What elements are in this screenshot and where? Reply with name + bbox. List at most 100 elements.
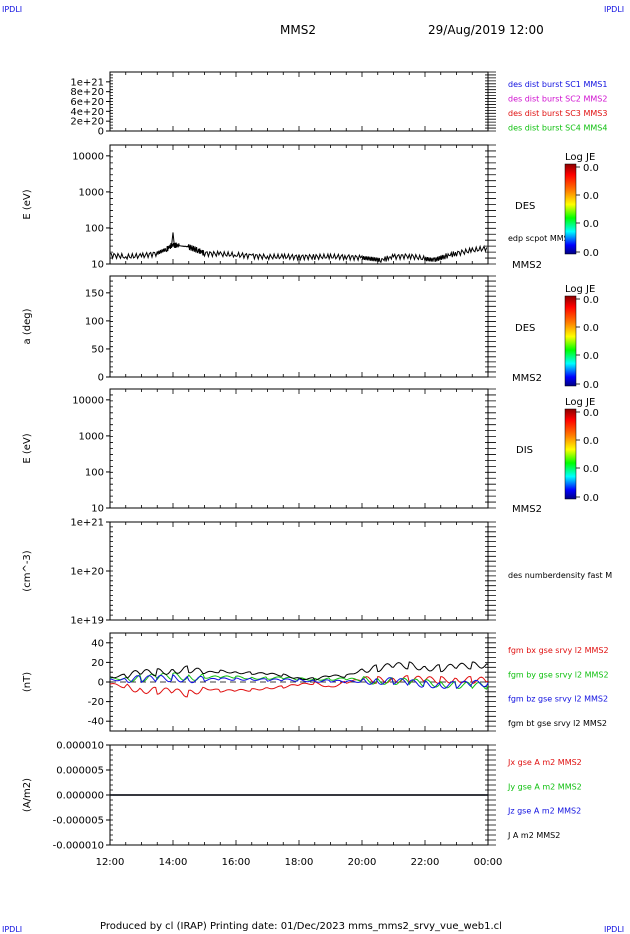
fgm-series-line [109,661,489,681]
y-tick-label: 0 [98,373,104,384]
fgm-series-line [109,673,489,690]
x-tick-label: 16:00 [222,857,251,868]
y-tick-label: 0.000000 [56,791,104,802]
x-tick-label: 14:00 [159,857,188,868]
spacecraft-label: MMS2 [512,373,542,384]
header-datetime: 29/Aug/2019 12:00 [428,23,544,37]
colorbar-label: Log JE [565,397,595,408]
y-tick-label: 0.000010 [56,741,104,752]
footer-text: Produced by cl (IRAP) Printing date: 01/… [100,921,502,932]
colorbar-0 [564,163,577,255]
y-tick-label: 1e+21 [70,518,104,529]
legend-entry: Jy gse A m2 MMS2 [507,782,582,791]
legend-entry: Jx gse A m2 MMS2 [507,758,582,767]
corner-label-top-right: IPDLI [604,5,624,14]
scpot-series-line [109,242,488,263]
y-tick-label: -0.000010 [53,841,104,852]
y-tick-label: 10000 [72,395,104,406]
y-tick-label: 40 [91,638,104,649]
colorbar-label: Log JE [565,152,595,163]
panel-ticks-1 [109,144,496,265]
corner-label-bottom-left: IPDLI [2,925,22,934]
scpot-label: edp scpot MMS2 [508,234,574,243]
y-tick-label: -0.000005 [53,816,104,827]
colorbar-value: 0.0 [583,408,599,419]
y-tick-label: 1000 [79,187,104,198]
panel-ticks-3 [109,388,496,509]
y-tick-label: 4e+20 [70,107,104,118]
colorbar-1 [564,295,577,387]
panel-ticks-6 [109,744,496,846]
legend-entry: fgm by gse srvy l2 MMS2 [508,670,609,679]
colorbar-value: 0.0 [583,436,599,447]
y-tick-label: 150 [85,288,104,299]
y-tick-label: 1e+21 [70,77,104,88]
corner-label-bottom-right: IPDLI [604,925,624,934]
colorbar-value: 0.0 [583,163,599,174]
panel-ticks-5 [109,632,496,732]
panel-label-des: DES [515,201,535,212]
y-tick-label: -40 [88,717,104,728]
y-tick-label: 100 [85,223,104,234]
colorbar-value: 0.0 [583,248,599,259]
y-tick-label: 2e+20 [70,117,104,128]
panel-frame-2 [109,275,489,378]
legend-entry: des dist burst SC2 MMS2 [508,95,607,104]
y-tick-label: 100 [85,316,104,327]
y-axis-label-1: E (eV) [22,189,33,219]
x-tick-label: 00:00 [474,857,503,868]
y-tick-label: 100 [85,467,104,478]
y-tick-label: 10 [91,260,104,271]
corner-label-top-left: IPDLI [2,5,22,14]
y-tick-label: 0 [98,127,104,138]
colorbar-value: 0.0 [583,351,599,362]
legend-entry: fgm bt gse srvy l2 MMS2 [508,719,607,728]
legend-entry: fgm bz gse srvy l2 MMS2 [508,695,608,704]
legend-entry: Jz gse A m2 MMS2 [507,807,581,816]
legend-entry: fgm bx gse srvy l2 MMS2 [508,646,609,655]
y-tick-label: 20 [91,658,104,669]
panel-frame-3 [109,388,489,509]
colorbar-value: 0.0 [583,219,599,230]
header-spacecraft: MMS2 [280,23,316,37]
spacecraft-label: MMS2 [512,504,542,515]
y-tick-label: 1000 [79,431,104,442]
panel-frame-0 [109,71,489,132]
x-tick-label: 20:00 [348,857,377,868]
y-tick-label: 50 [91,344,104,355]
legend-entry: des dist burst SC3 MMS3 [508,109,607,118]
y-axis-label-5: (nT) [22,672,33,692]
y-tick-label: 10000 [72,151,104,162]
colorbar-value: 0.0 [583,464,599,475]
panel-ticks-4 [109,521,496,621]
y-axis-label-6: (A/m2) [22,778,33,812]
x-tick-label: 12:00 [96,857,125,868]
legend-entry: des dist burst SC1 MMS1 [508,80,607,89]
panel-label-des: DES [515,323,535,334]
panel-label-dis: DIS [516,445,533,456]
colorbar-2 [564,408,577,500]
y-tick-label: 1e+19 [70,616,104,627]
y-tick-label: 6e+20 [70,97,104,108]
panel-ticks-0 [109,71,496,132]
y-tick-label: -20 [88,697,104,708]
legend-entry: des dist burst SC4 MMS4 [508,124,607,133]
legend-entry: J A m2 MMS2 [507,831,560,840]
panel-frame-4 [109,521,489,621]
y-axis-label-3: E (eV) [22,433,33,463]
colorbar-value: 0.0 [583,191,599,202]
y-axis-label-4: (cm^-3) [22,550,33,591]
x-tick-label: 18:00 [285,857,314,868]
y-tick-label: 1e+20 [70,567,104,578]
panel-ticks-2 [109,275,496,378]
colorbar-label: Log JE [565,284,595,295]
colorbar-value: 0.0 [583,380,599,391]
y-axis-label-2: a (deg) [22,308,33,344]
scpot-spike [170,232,176,248]
x-tick-label: 22:00 [411,857,440,868]
colorbar-value: 0.0 [583,295,599,306]
colorbar-value: 0.0 [583,323,599,334]
colorbar-value: 0.0 [583,493,599,504]
legend-entry: des numberdensity fast M [508,571,612,580]
